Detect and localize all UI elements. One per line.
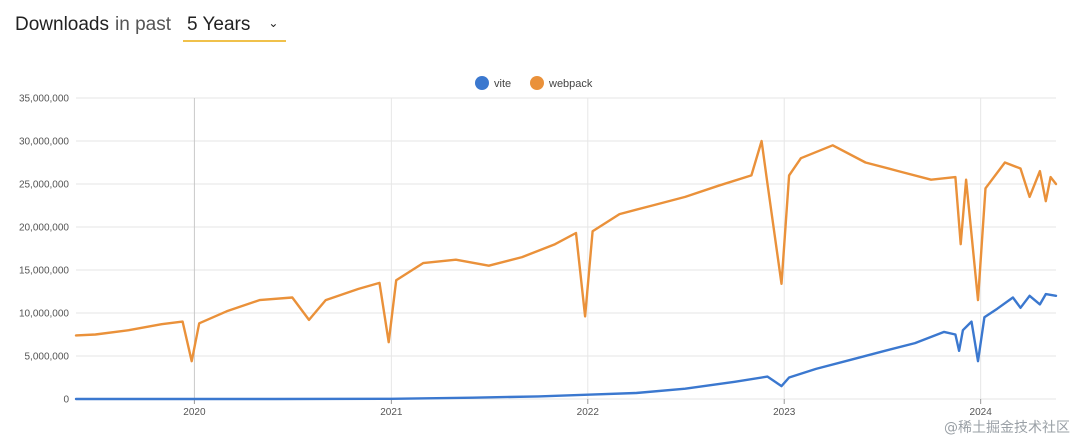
x-tick-label: 2024: [970, 407, 993, 418]
y-tick-label: 15,000,000: [19, 266, 69, 277]
y-tick-label: 5,000,000: [25, 352, 70, 363]
chart-header: Downloads in past 5 Years ⌄: [15, 14, 287, 44]
legend: vite webpack: [475, 76, 593, 90]
downloads-title: Downloads: [15, 14, 109, 35]
y-axis: 0 5,000,000 10,000,000 15,000,000 20,000,000…: [19, 94, 70, 406]
watermark: @稀土掘金技术社区: [944, 420, 1070, 436]
series-lines: [74, 139, 1058, 401]
series-line-vite: [74, 292, 1058, 401]
legend-dot-vite[interactable]: [475, 76, 489, 90]
legend-label-webpack[interactable]: webpack: [548, 78, 593, 90]
legend-dot-webpack[interactable]: [530, 76, 544, 90]
in-past-label: in past: [115, 14, 171, 35]
y-tick-label: 35,000,000: [19, 94, 69, 105]
chevron-down-icon: ⌄: [268, 16, 279, 30]
x-tick-label: 2023: [773, 407, 796, 418]
legend-label-vite[interactable]: vite: [494, 78, 511, 90]
x-tick-label: 2022: [577, 407, 600, 418]
x-axis: 2020 2021 2022 2023 2024: [183, 399, 992, 418]
period-dropdown[interactable]: 5 Years ⌄: [182, 14, 287, 42]
y-tick-label: 30,000,000: [19, 137, 69, 148]
x-tick-label: 2020: [183, 407, 206, 418]
y-tick-label: 10,000,000: [19, 309, 69, 320]
year-lines: [193, 98, 982, 399]
series-line-webpack: [74, 139, 1058, 363]
y-tick-label: 25,000,000: [19, 180, 69, 191]
period-value: 5 Years: [186, 14, 251, 35]
y-tick-label: 20,000,000: [19, 223, 69, 234]
grid: [76, 97, 1056, 400]
x-tick-label: 2021: [380, 407, 403, 418]
y-tick-label: 0: [63, 395, 69, 406]
